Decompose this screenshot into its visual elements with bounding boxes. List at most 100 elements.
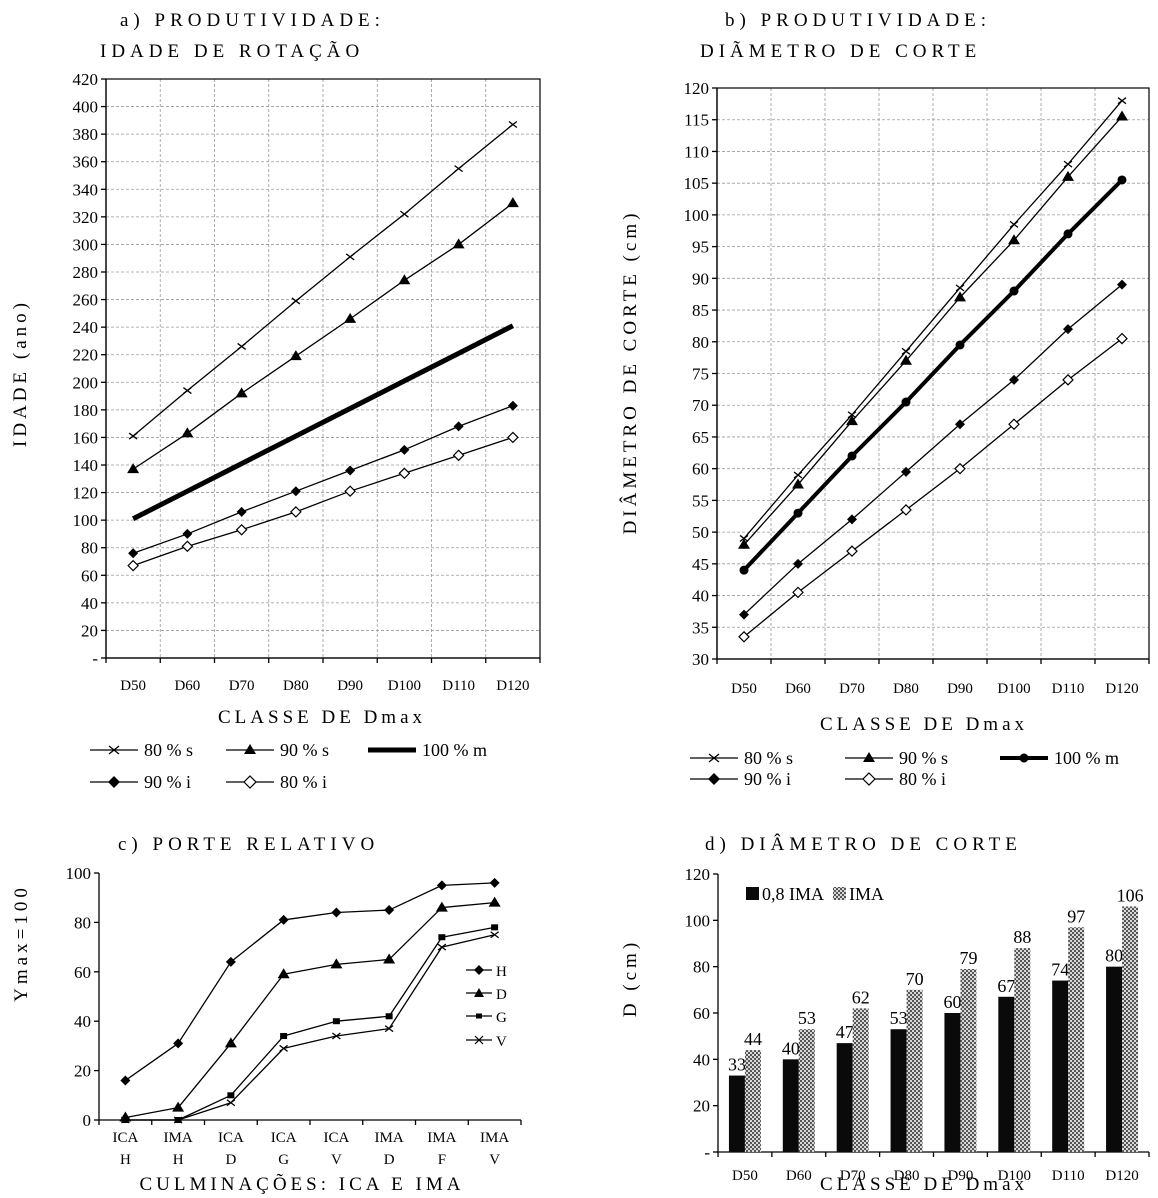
data-point	[173, 1116, 183, 1124]
chart-c-plot-area: 0 20 40 60 80 100 ICA H IMA H ICA D ICA G ICA V IMA D IMA F…	[66, 864, 522, 1168]
legend-a-80i-label: 80 % i	[280, 772, 327, 792]
x-tick-label: D70	[840, 1168, 866, 1184]
y-tick-label: 60	[692, 460, 709, 479]
data-point	[1008, 234, 1020, 245]
data-label: 44	[744, 1029, 762, 1049]
data-point	[507, 431, 519, 444]
data-point	[398, 467, 411, 480]
data-point	[182, 528, 193, 539]
x-tick-label: D90	[948, 1168, 974, 1184]
legend-d-ima-label: IMA	[849, 884, 884, 904]
legend-c-h-label: H	[496, 964, 507, 980]
y-tick-label: 30	[692, 650, 709, 669]
y-tick-label: 240	[73, 318, 99, 337]
bar-ima	[798, 1029, 815, 1152]
legend-b-90s: 90 % s	[845, 748, 948, 768]
data-point	[398, 274, 411, 285]
chart-b: b) PRODUTIVIDADE: DIÃMETRO DE CORTE DIÂM…	[619, 10, 1150, 789]
chart-c: c) PORTE RELATIVO Ymax=100 CULMINAÇÕES: …	[11, 834, 522, 1195]
chart-c-title: c) PORTE RELATIVO	[118, 834, 379, 855]
series-line	[125, 926, 495, 1121]
y-tick-label: 200	[73, 373, 99, 392]
y-tick-label: 120	[73, 484, 99, 503]
data-label: 97	[1067, 906, 1085, 926]
data-point	[1117, 97, 1127, 105]
data-point	[225, 956, 236, 967]
data-point	[181, 427, 194, 438]
chart-a-title-line1: a) PRODUTIVIDADE:	[120, 10, 385, 31]
x-tick-label: D70	[229, 678, 255, 694]
chart-d-ylabel: D (cm)	[620, 939, 641, 1017]
data-label: 106	[1117, 885, 1144, 905]
data-point	[739, 609, 749, 620]
data-point	[739, 534, 749, 542]
series-line	[125, 901, 495, 1119]
y-tick-label: 80	[693, 958, 710, 977]
x-tick-label: D	[384, 1152, 395, 1168]
y-tick-label: 55	[692, 491, 709, 510]
x-tick-label: D100	[388, 678, 421, 694]
data-point	[452, 238, 465, 249]
chart-a-legend: 80 % s 90 % s 100 % m 90 % i 80 % i	[90, 740, 487, 792]
bar-ima08	[1052, 980, 1069, 1152]
series-line	[131, 323, 515, 521]
series-100-m	[131, 323, 515, 521]
legend-b-100m-label: 100 % m	[1054, 748, 1119, 768]
data-point	[383, 953, 396, 964]
legend-b-80i: 80 % i	[845, 769, 946, 789]
data-point	[345, 253, 355, 261]
series-line	[125, 882, 495, 1082]
data-point	[738, 630, 750, 643]
data-point	[793, 558, 803, 569]
x-tick-label: D120	[1105, 681, 1138, 697]
data-point	[385, 1013, 393, 1020]
legend-a-90s-label: 90 % s	[280, 740, 329, 760]
series-g	[121, 924, 499, 1123]
x-tick-label: IMA	[164, 1130, 193, 1146]
data-point	[900, 504, 912, 516]
legend-a-90s: 90 % s	[226, 740, 329, 760]
x-tick-label: D80	[283, 678, 309, 694]
y-tick-label: 60	[74, 963, 91, 982]
chart-b-plot-area: 30 35 40 45 50 55 60 65 70 75 80 85 90 95 100 105 110 115…	[684, 79, 1150, 697]
legend-a-80s: 80 % s	[90, 740, 193, 760]
legend-c-h: H	[466, 964, 507, 980]
data-point	[344, 485, 356, 498]
y-tick-label: 40	[692, 587, 709, 606]
x-tick-label: D70	[839, 681, 865, 697]
data-point	[237, 342, 247, 350]
y-tick-label: 70	[692, 396, 709, 415]
x-tick-label: D60	[174, 678, 200, 694]
bar-ima08	[998, 996, 1015, 1152]
x-tick-label: D60	[785, 681, 811, 697]
data-point	[793, 508, 803, 518]
series-line	[743, 100, 1123, 539]
data-point	[452, 449, 465, 462]
bar-ima08	[836, 1043, 853, 1152]
y-tick-label: 100	[73, 511, 99, 530]
data-point	[290, 486, 301, 497]
data-point	[453, 421, 464, 432]
data-point	[224, 1037, 237, 1048]
bar-ima	[744, 1050, 761, 1152]
x-tick-label: D110	[1052, 681, 1085, 697]
series-line	[132, 436, 514, 567]
data-point	[1009, 286, 1019, 296]
bar-ima	[960, 968, 977, 1152]
x-tick-label: D80	[894, 1168, 920, 1184]
data-point	[277, 968, 290, 979]
legend-b-80s-label: 80 % s	[744, 748, 793, 768]
data-point	[792, 478, 804, 489]
data-point	[955, 340, 965, 350]
legend-b-90s-label: 90 % s	[899, 748, 948, 768]
bar-ima08	[944, 1013, 961, 1152]
data-point	[120, 1116, 130, 1124]
x-tick-label: D60	[786, 1168, 812, 1184]
bar-ima08	[1106, 966, 1123, 1152]
y-tick-label: 60	[81, 566, 98, 585]
series-v	[120, 931, 500, 1124]
bar-ima	[1068, 927, 1085, 1152]
data-point	[1063, 160, 1073, 168]
series-d	[119, 896, 501, 1122]
chart-b-xlabel: CLASSE DE Dmax	[820, 714, 1028, 735]
